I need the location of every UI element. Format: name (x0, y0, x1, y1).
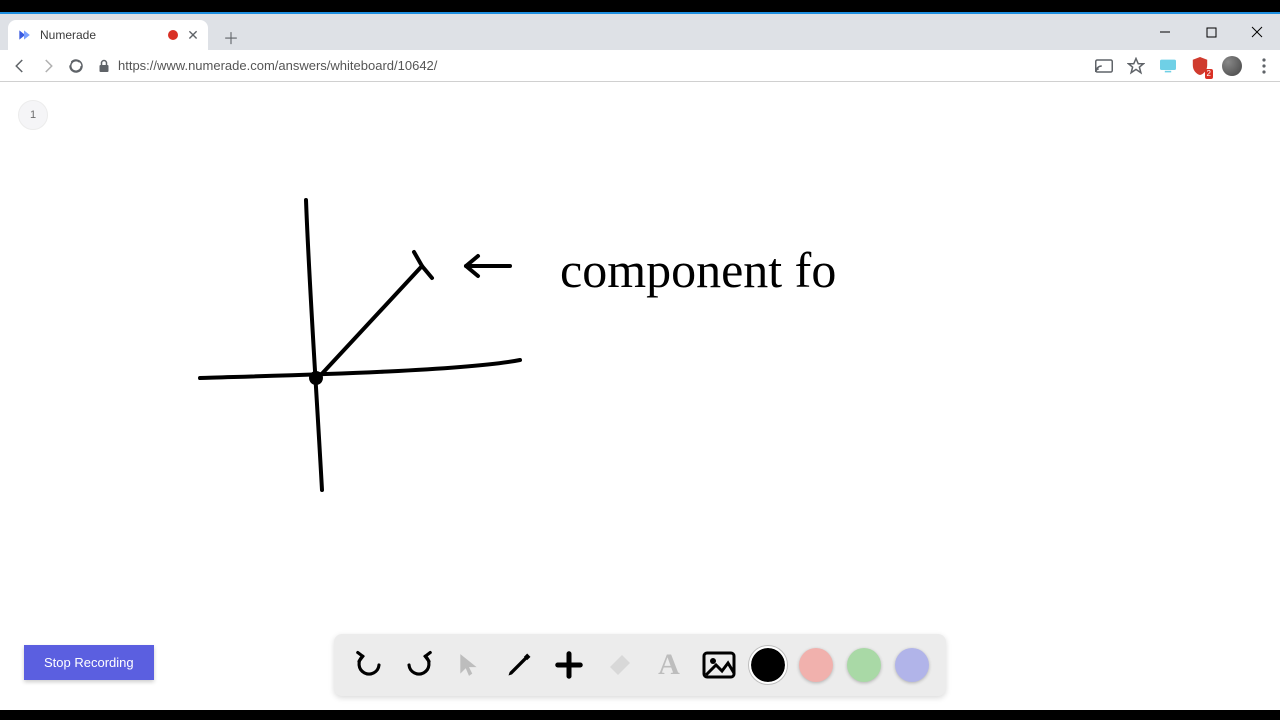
window-close-button[interactable] (1234, 14, 1280, 50)
browser-tab[interactable]: Numerade ✕ (8, 20, 208, 50)
add-shape-tool[interactable] (551, 647, 587, 683)
browser-toolbar: 2 (0, 50, 1280, 82)
bookmark-star-icon[interactable] (1126, 56, 1146, 76)
pencil-tool[interactable] (501, 647, 537, 683)
window-controls (1142, 14, 1280, 50)
recording-indicator-icon (168, 30, 178, 40)
new-tab-button[interactable]: ＋ (218, 24, 244, 50)
tab-title: Numerade (40, 28, 168, 42)
eraser-tool[interactable] (601, 647, 637, 683)
stop-recording-button[interactable]: Stop Recording (24, 645, 154, 680)
redo-button[interactable] (401, 647, 437, 683)
nav-forward-button[interactable] (34, 52, 62, 80)
lock-icon (96, 58, 112, 74)
tab-strip: Numerade ✕ ＋ (0, 14, 1280, 50)
nav-back-button[interactable] (6, 52, 34, 80)
undo-button[interactable] (351, 647, 387, 683)
color-swatch-pink[interactable] (799, 648, 833, 682)
whiteboard-canvas[interactable]: component fo (0, 82, 1280, 710)
text-tool[interactable]: A (651, 647, 687, 683)
nav-reload-button[interactable] (62, 52, 90, 80)
canvas-annotation-text: component fo (560, 242, 836, 298)
extension-shield-icon[interactable]: 2 (1190, 56, 1210, 76)
address-bar[interactable] (118, 58, 1080, 73)
cast-icon[interactable] (1094, 56, 1114, 76)
extension-badge: 2 (1205, 69, 1213, 79)
color-swatch-purple[interactable] (895, 648, 929, 682)
chrome-menu-button[interactable] (1254, 56, 1274, 76)
profile-avatar[interactable] (1222, 56, 1242, 76)
window-maximize-button[interactable] (1188, 14, 1234, 50)
page-content: 1 component fo Stop Recording (0, 82, 1280, 710)
numerade-favicon (16, 27, 32, 43)
omnibox-container (96, 58, 1080, 74)
whiteboard-toolbar: A (334, 634, 946, 696)
color-swatch-green[interactable] (847, 648, 881, 682)
pointer-tool[interactable] (451, 647, 487, 683)
color-swatch-black[interactable] (751, 648, 785, 682)
window-minimize-button[interactable] (1142, 14, 1188, 50)
image-tool[interactable] (701, 647, 737, 683)
extension-monitor-icon[interactable] (1158, 56, 1178, 76)
tab-close-button[interactable]: ✕ (186, 28, 200, 42)
